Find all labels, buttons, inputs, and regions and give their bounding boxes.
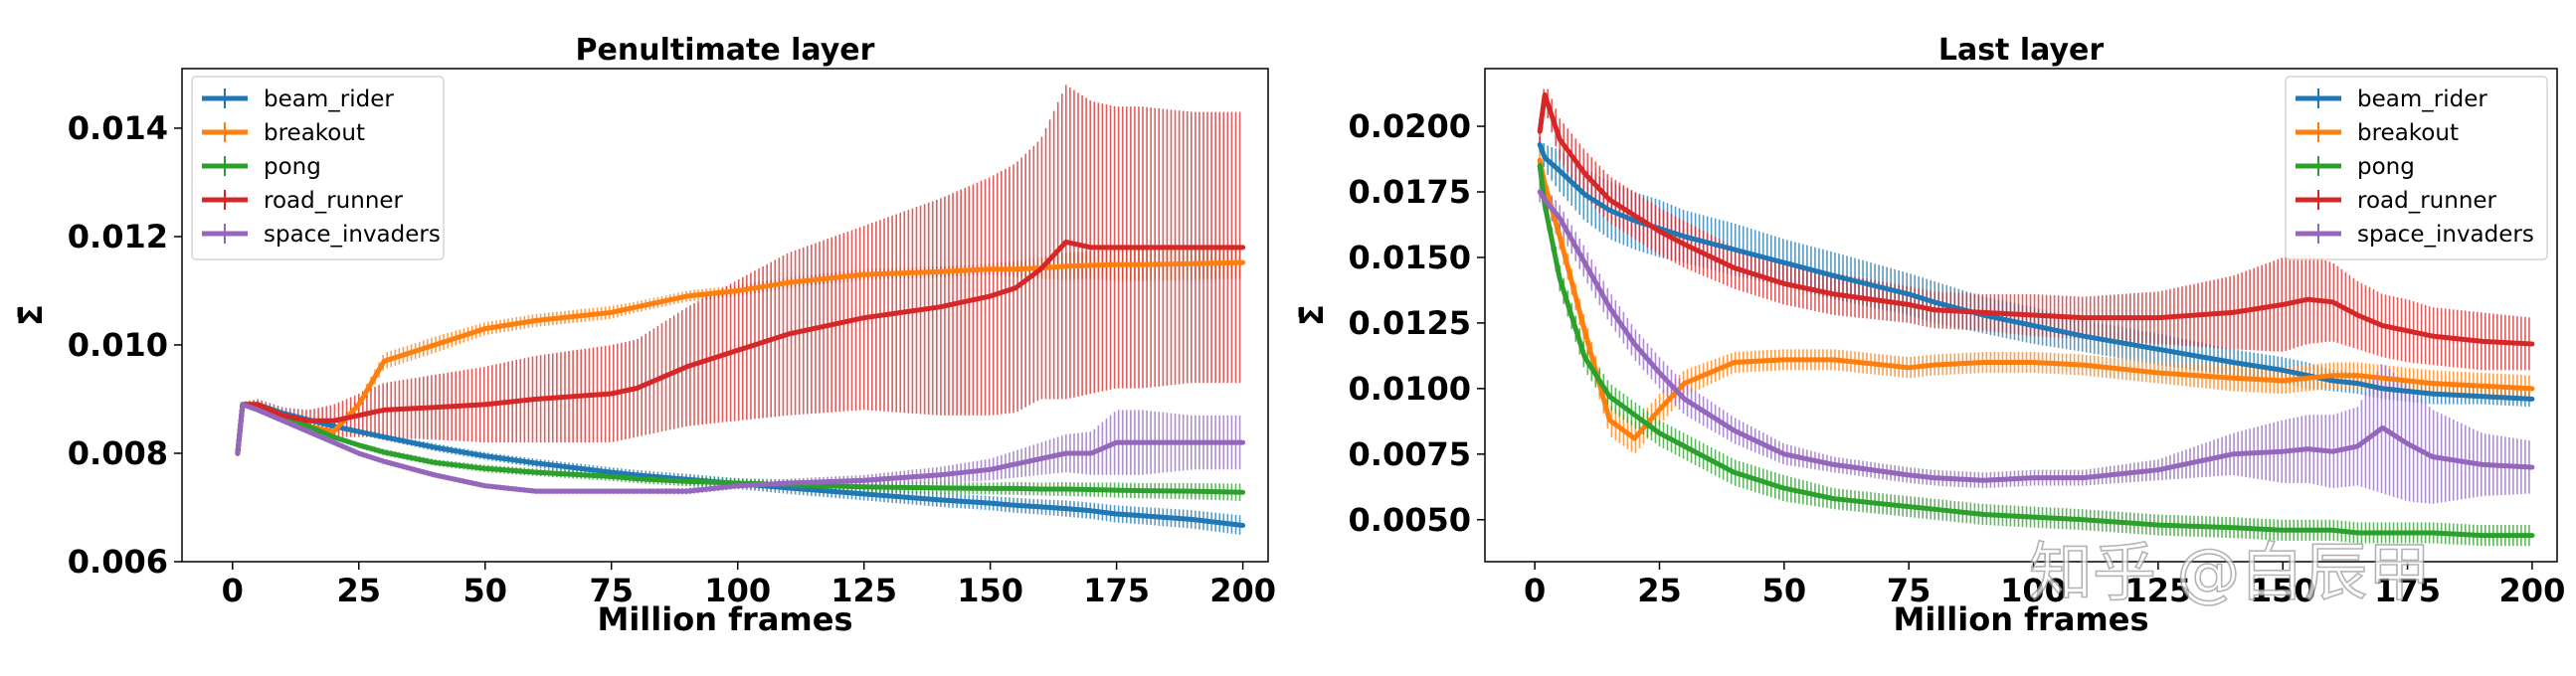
y-tick-label: 0.012: [68, 218, 168, 255]
series-line-beam_rider: [1537, 142, 2535, 402]
y-tick-label: 0.0125: [1349, 304, 1471, 342]
legend-label-breakout: breakout: [264, 120, 365, 146]
x-tick-label: 175: [2374, 572, 2441, 609]
x-tick-label: 200: [2499, 572, 2566, 609]
legend-label-road_runner: road_runner: [264, 188, 404, 214]
y-tick-label: 0.010: [68, 326, 168, 364]
plot-frame: [1484, 68, 2558, 563]
legend-label-road_runner: road_runner: [2357, 188, 2497, 214]
x-tick-label: 150: [957, 572, 1023, 609]
y-tick-label: 0.0150: [1349, 239, 1471, 276]
legend: beam_rider breakout pong road_runner space_i…: [191, 76, 445, 260]
legend-label-space_invaders: space_invaders: [2357, 222, 2534, 248]
legend-label-space_invaders: space_invaders: [264, 222, 441, 248]
chart-last-layer: 0 25 50 75 100 125 150 175 200 0.0050 0.0075 0.0100…: [1293, 33, 2565, 638]
y-axis-label: Σ̄: [1293, 304, 1331, 326]
x-tick-label: 0: [1524, 572, 1546, 609]
x-tick-label: 75: [1887, 572, 1932, 609]
y-axis-label: Σ̄: [12, 304, 50, 326]
x-tick-label: 200: [1209, 572, 1276, 609]
x-tick-label: 0: [222, 572, 244, 609]
legend-label-beam_rider: beam_rider: [2357, 86, 2487, 112]
x-tick-label: 50: [462, 572, 507, 609]
x-axis-label: Million frames: [597, 600, 852, 638]
x-tick-label: 25: [1637, 572, 1682, 609]
y-tick-label: 0.0075: [1349, 435, 1471, 473]
legend-label-pong: pong: [264, 154, 321, 180]
legend-box: [2285, 76, 2548, 260]
series-line-space_invaders: [235, 402, 1246, 494]
x-tick-label: 175: [1083, 572, 1150, 609]
y-tick-label: 0.014: [68, 109, 168, 147]
legend-label-pong: pong: [2357, 154, 2415, 180]
x-tick-label: 25: [337, 572, 382, 609]
x-tick-label: 100: [704, 572, 771, 609]
y-tick-label: 0.0100: [1349, 370, 1471, 408]
series-line-road_runner: [1537, 91, 2535, 347]
x-tick-label: 75: [589, 572, 634, 609]
x-tick-label: 50: [1762, 572, 1807, 609]
y-tick-label: 0.0200: [1349, 107, 1471, 145]
y-tick-label: 0.006: [68, 543, 168, 581]
y-tick-label: 0.008: [68, 434, 168, 472]
legend-label-beam_rider: beam_rider: [264, 86, 394, 112]
legend: beam_rider breakout pong road_runner space_i…: [2285, 76, 2548, 260]
y-tick-label: 0.0050: [1349, 501, 1471, 539]
x-tick-label: 150: [2250, 572, 2316, 609]
watermark-text: 知乎 @白辰甲: [2029, 537, 2431, 610]
plot-frame: [181, 68, 1269, 563]
x-tick-label: 100: [2000, 572, 2067, 609]
series-line-space_invaders: [1537, 189, 2535, 483]
series-line-pong: [235, 402, 1246, 495]
series-line-road_runner: [235, 239, 1246, 456]
x-tick-label: 125: [830, 572, 897, 609]
x-axis-label: Million frames: [1893, 600, 2148, 638]
x-tick-label: 125: [2124, 572, 2191, 609]
chart-title: Last layer: [1938, 33, 2105, 68]
legend-label-breakout: breakout: [2357, 120, 2459, 146]
legend-box: [191, 76, 445, 260]
y-tick-label: 0.0175: [1349, 173, 1471, 211]
series-line-pong: [1537, 163, 2535, 539]
series-line-breakout: [1537, 157, 2535, 441]
chart-penultimate-layer: 0 25 50 75 100 125 150 175 200 0.006 0.008 0.010 0.0…: [12, 33, 1276, 638]
chart-title: Penultimate layer: [576, 33, 875, 68]
